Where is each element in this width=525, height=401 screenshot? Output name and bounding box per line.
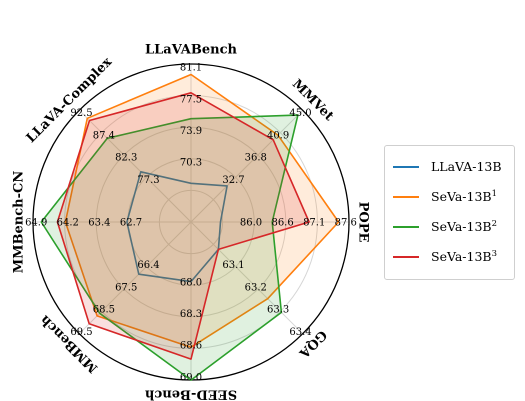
series-polygon — [126, 171, 228, 283]
grid-spoke — [190, 221, 304, 335]
tick-label: 40.9 — [267, 130, 289, 141]
legend-label: SeVa-13B3 — [431, 249, 498, 265]
axis-title: MMBench-CN — [12, 171, 27, 274]
radar-series — [40, 73, 340, 381]
tick-label: 45.0 — [289, 108, 311, 119]
tick-label: 73.9 — [180, 126, 202, 137]
tick-label: 32.7 — [222, 175, 244, 186]
axis-title: POPE — [356, 202, 371, 243]
series-polygon — [56, 92, 310, 360]
tick-label: 68.5 — [93, 305, 115, 316]
tick-label: 92.5 — [70, 108, 92, 119]
legend-swatch — [393, 166, 419, 168]
tick-label: 87.6 — [335, 218, 357, 229]
tick-label: 86.6 — [271, 218, 293, 229]
tick-label: 67.5 — [115, 282, 137, 293]
tick-label: 68.0 — [180, 278, 202, 289]
series-polygon — [40, 114, 299, 381]
tick-label: 87.1 — [303, 218, 325, 229]
tick-label: 77.5 — [180, 94, 202, 105]
tick-label: 69.0 — [180, 372, 202, 383]
tick-label: 82.3 — [115, 153, 137, 164]
grid-spoke — [190, 109, 304, 223]
tick-label: 62.7 — [120, 218, 142, 229]
grid-spoke — [78, 109, 192, 223]
tick-label: 68.3 — [180, 309, 202, 320]
legend-swatch — [393, 196, 419, 198]
legend-swatch — [393, 226, 419, 228]
tick-label: 86.0 — [240, 218, 262, 229]
tick-label: 63.2 — [245, 282, 267, 293]
chart-legend: LLaVA-13B SeVa-13B1 SeVa-13B2 SeVa-13B3 — [384, 145, 515, 280]
tick-label: 87.4 — [93, 130, 115, 141]
tick-label: 64.2 — [57, 218, 79, 229]
radar-tick-labels: 70.3 73.9 77.5 81.1 32.736.8 40.945.0 86.0 86.6… — [25, 63, 357, 384]
tick-label: 36.8 — [245, 153, 267, 164]
tick-label: 64.9 — [25, 218, 47, 229]
legend-swatch — [393, 256, 419, 258]
legend-item: SeVa-13B3 — [393, 242, 514, 272]
tick-label: 68.6 — [180, 341, 202, 352]
legend-label: SeVa-13B1 — [431, 189, 498, 205]
tick-label: 63.1 — [222, 260, 244, 271]
tick-label: 63.4 — [88, 218, 110, 229]
axis-title: SEED-Bench — [144, 387, 237, 401]
legend-item: SeVa-13B2 — [393, 212, 514, 242]
axis-title: LLaVABench — [145, 43, 237, 58]
tick-label: 69.5 — [70, 327, 92, 338]
legend-item: SeVa-13B1 — [393, 182, 514, 212]
tick-label: 63.4 — [289, 327, 311, 338]
legend-label: SeVa-13B2 — [431, 219, 498, 235]
legend-label: LLaVA-13B — [431, 159, 502, 175]
radar-grid — [32, 63, 350, 381]
tick-label: 63.3 — [267, 305, 289, 316]
tick-label: 81.1 — [180, 63, 202, 74]
tick-label: 66.4 — [137, 260, 159, 271]
tick-label: 77.3 — [137, 175, 159, 186]
tick-label: 70.3 — [180, 158, 202, 169]
legend-item: LLaVA-13B — [393, 152, 514, 182]
grid-spoke — [78, 221, 192, 335]
